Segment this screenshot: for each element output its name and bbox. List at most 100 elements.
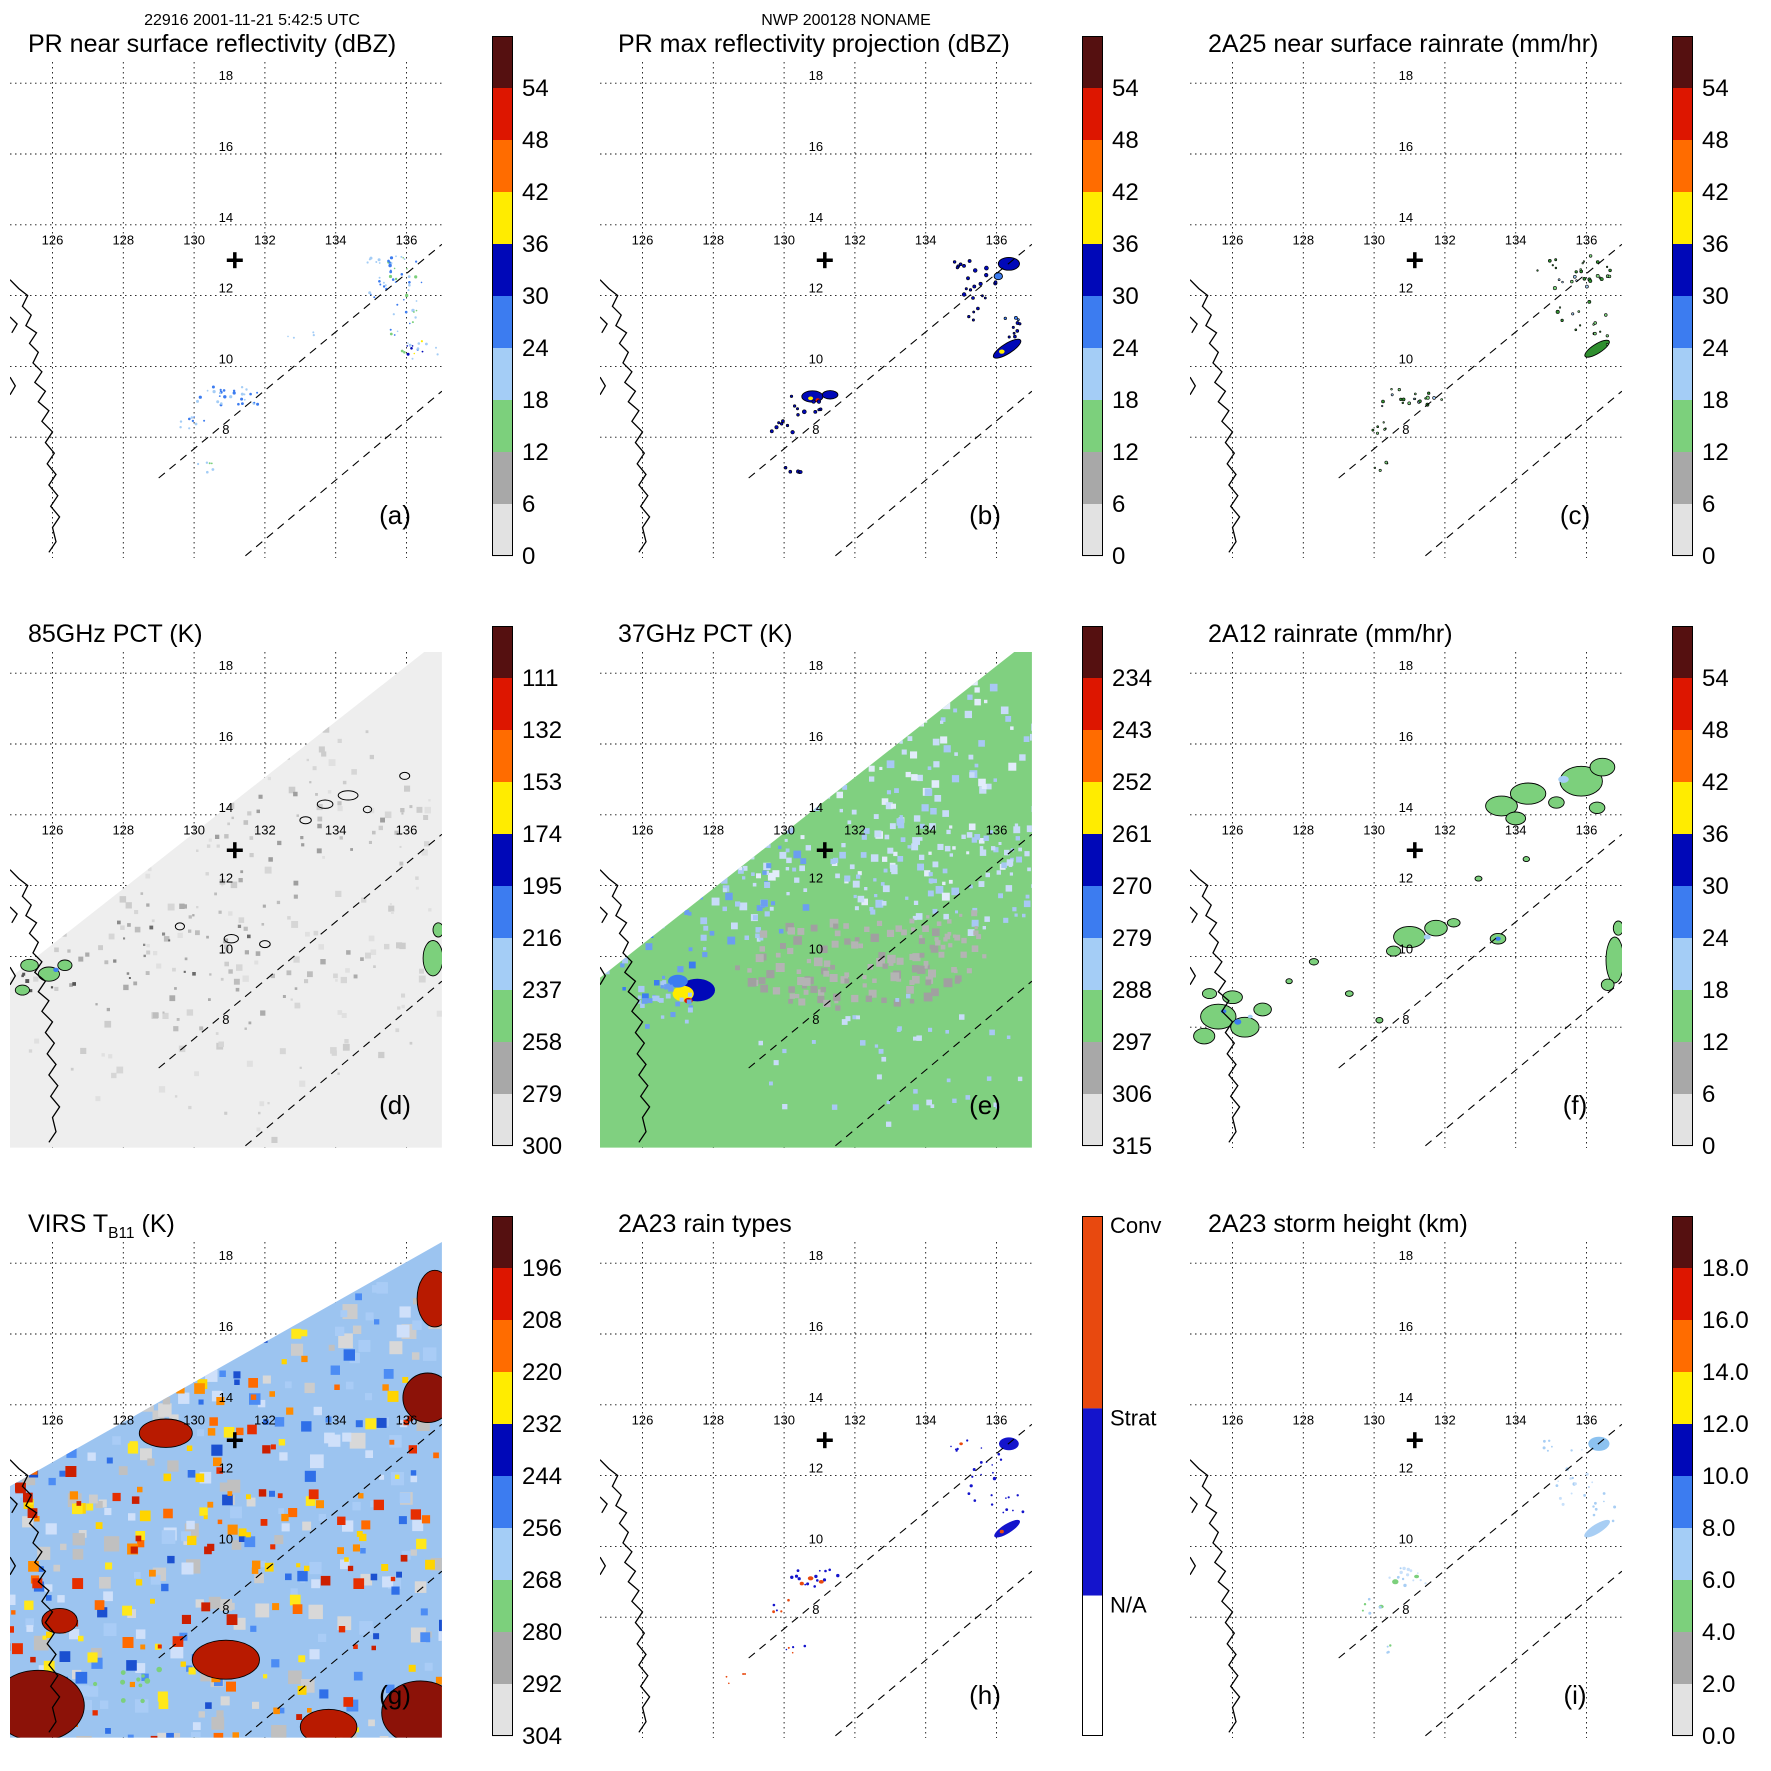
svg-text:196: 196 <box>522 1255 562 1282</box>
svg-text:2.0: 2.0 <box>1702 1671 1735 1698</box>
svg-text:24: 24 <box>522 335 549 362</box>
panel-i: 2A23 storm height (km) 126 128 130 132 134 136… <box>1180 1180 1770 1770</box>
colorbar-b: 54 48 42 36 30 24 18 12 6 0 <box>1082 36 1177 586</box>
svg-text:130: 130 <box>773 232 795 247</box>
gridlines <box>600 1242 1032 1738</box>
svg-text:18: 18 <box>809 68 823 83</box>
svg-text:16: 16 <box>1399 729 1413 744</box>
pr-swath-lines <box>158 833 442 1147</box>
orbit-datetime-header: 22916 2001-11-21 5:42:5 UTC <box>144 12 360 29</box>
panel-letter-f: (f) <box>1563 1090 1588 1120</box>
pr-swath-lines <box>1338 833 1622 1147</box>
svg-text:12: 12 <box>1399 1461 1413 1476</box>
colorbar-labels: 54 48 42 36 30 24 18 12 6 0 <box>1702 665 1729 1160</box>
svg-text:128: 128 <box>1292 1412 1314 1427</box>
gridlines <box>1190 1242 1622 1738</box>
svg-text:208: 208 <box>522 1307 562 1334</box>
svg-text:0: 0 <box>1702 1133 1715 1160</box>
svg-text:126: 126 <box>1222 1412 1244 1427</box>
center-marker <box>226 1432 243 1449</box>
svg-text:130: 130 <box>773 1412 795 1427</box>
svg-text:134: 134 <box>1505 822 1527 837</box>
panel-title-e: 37GHz PCT (K) <box>618 620 793 648</box>
svg-text:54: 54 <box>1702 665 1729 692</box>
coastline <box>10 279 61 553</box>
gridlines <box>600 62 1032 558</box>
svg-text:8: 8 <box>222 1602 229 1617</box>
pr-swath-lines <box>1338 1423 1622 1737</box>
colorbar-labels: 54 48 42 36 30 24 18 12 6 0 <box>1702 75 1729 570</box>
svg-text:134: 134 <box>1505 1412 1527 1427</box>
svg-text:14: 14 <box>1399 1390 1413 1405</box>
svg-text:300: 300 <box>522 1133 562 1160</box>
gridlines <box>10 62 442 558</box>
lon-tick-labels: 126 128 130 132 134 136 <box>42 232 418 247</box>
svg-text:8: 8 <box>812 1602 819 1617</box>
coastline <box>1190 869 1241 1143</box>
lon-tick-labels: 126 128 130 132 134 136 <box>632 232 1008 247</box>
svg-text:130: 130 <box>1363 1412 1385 1427</box>
panel-title-c: 2A25 near surface rainrate (mm/hr) <box>1208 30 1599 58</box>
lon-tick-labels: 126 128 130 132 134 136 <box>42 1412 418 1427</box>
svg-text:195: 195 <box>522 873 562 900</box>
svg-text:18: 18 <box>219 68 233 83</box>
svg-text:42: 42 <box>1112 179 1139 206</box>
svg-text:136: 136 <box>396 232 418 247</box>
panel-f: 2A12 rainrate (mm/hr) 126 128 130 132 134 136 8… <box>1180 590 1770 1180</box>
svg-text:36: 36 <box>522 231 549 258</box>
svg-text:128: 128 <box>112 232 134 247</box>
lon-tick-labels: 126 128 130 132 134 136 <box>632 822 1008 837</box>
svg-text:10: 10 <box>809 941 823 956</box>
svg-text:132: 132 <box>1434 1412 1456 1427</box>
svg-text:128: 128 <box>112 1412 134 1427</box>
svg-text:12: 12 <box>809 1461 823 1476</box>
lon-tick-labels: 126 128 130 132 134 136 <box>1222 1412 1598 1427</box>
svg-text:14: 14 <box>1399 210 1413 225</box>
svg-text:132: 132 <box>844 1412 866 1427</box>
colorbar-d: 111 132 153 174 195 216 237 258 279 300 <box>492 626 587 1176</box>
svg-text:18: 18 <box>1399 68 1413 83</box>
lat-tick-labels: 8 10 12 14 16 18 <box>1399 1248 1413 1617</box>
center-marker <box>1406 252 1423 269</box>
svg-text:279: 279 <box>1112 925 1152 952</box>
panel-h: 2A23 rain types 126 128 130 132 134 136 8 10 12 14… <box>590 1180 1180 1770</box>
center-marker <box>1406 842 1423 859</box>
svg-text:16: 16 <box>219 1319 233 1334</box>
svg-text:12: 12 <box>219 871 233 886</box>
svg-text:306: 306 <box>1112 1081 1152 1108</box>
svg-text:0: 0 <box>1702 543 1715 570</box>
panel-title-b: PR max reflectivity projection (dBZ) <box>618 30 1010 58</box>
svg-text:128: 128 <box>112 822 134 837</box>
svg-text:128: 128 <box>1292 822 1314 837</box>
svg-text:130: 130 <box>183 822 205 837</box>
svg-text:16: 16 <box>809 1319 823 1334</box>
svg-text:268: 268 <box>522 1567 562 1594</box>
svg-text:10: 10 <box>219 1531 233 1546</box>
svg-text:14: 14 <box>219 210 233 225</box>
svg-text:42: 42 <box>1702 769 1729 796</box>
svg-text:280: 280 <box>522 1619 562 1646</box>
svg-text:36: 36 <box>1112 231 1139 258</box>
colorbar-e: 234 243 252 261 270 279 288 297 306 315 <box>1082 626 1177 1176</box>
panel-letter-e: (e) <box>969 1090 1001 1120</box>
svg-text:10: 10 <box>1399 1531 1413 1546</box>
center-marker <box>226 252 243 269</box>
svg-text:14: 14 <box>219 1390 233 1405</box>
data-layer <box>725 1437 1025 1685</box>
colorbar-labels: 234 243 252 261 270 279 288 297 306 315 <box>1112 665 1152 1160</box>
panel-c: 2A25 near surface rainrate (mm/hr) 126 128… <box>1180 0 1770 590</box>
svg-text:126: 126 <box>632 232 654 247</box>
svg-text:132: 132 <box>522 717 562 744</box>
svg-text:136: 136 <box>986 822 1008 837</box>
colorbar-labels: 111 132 153 174 195 216 237 258 279 300 <box>522 665 562 1160</box>
svg-text:36: 36 <box>1702 821 1729 848</box>
svg-text:16: 16 <box>219 729 233 744</box>
lat-tick-labels: 8 10 12 14 16 18 <box>809 68 823 437</box>
panel-letter-a: (a) <box>379 500 411 530</box>
svg-text:126: 126 <box>42 822 64 837</box>
svg-text:8: 8 <box>1402 422 1409 437</box>
svg-text:134: 134 <box>915 822 937 837</box>
svg-text:N/A: N/A <box>1110 1593 1147 1618</box>
svg-text:14: 14 <box>219 800 233 815</box>
svg-text:8.0: 8.0 <box>1702 1515 1735 1542</box>
